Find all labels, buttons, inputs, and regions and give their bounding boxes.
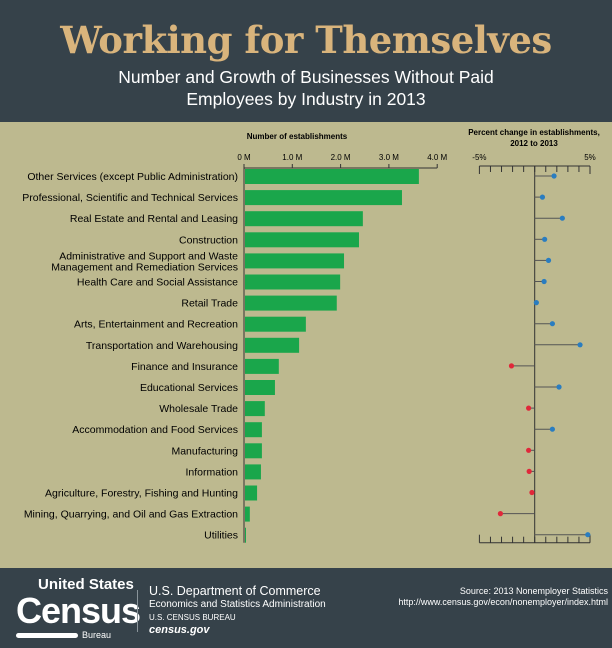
bar (245, 485, 258, 501)
bar (245, 211, 363, 227)
source: Source: 2013 Nonemployer Statistics http… (398, 586, 608, 608)
site-link[interactable]: census.gov (149, 624, 210, 636)
x-tick-label: 1.0 M (282, 153, 302, 162)
admin: Economics and Statistics Administration (149, 599, 326, 610)
category-label: Administrative and Support and Waste (59, 250, 238, 262)
x-tick-label: 0 M (237, 153, 251, 162)
census-logo: Census (16, 590, 141, 631)
bar (245, 443, 262, 459)
pct-dot (508, 363, 515, 369)
bar (245, 274, 341, 290)
bar (245, 358, 279, 374)
bar (245, 190, 402, 206)
pct-dot (526, 447, 532, 453)
category-label: Construction (179, 234, 238, 246)
dot-chart-title-1: Percent change in establishments, (468, 128, 600, 137)
bar (245, 401, 265, 417)
pct-dot (526, 468, 532, 474)
chart-panel: Number of establishments Percent change … (0, 122, 612, 568)
category-label: Management and Remediation Services (51, 261, 238, 273)
pct-dot (549, 426, 555, 432)
pct-dot (541, 278, 547, 285)
bar (245, 422, 262, 438)
pct-tick-label: -5% (472, 153, 486, 162)
page-title: Working for Themselves (60, 18, 552, 62)
subtitle-line-1: Number and Growth of Businesses Without … (118, 67, 494, 87)
category-label: Other Services (except Public Administra… (27, 171, 238, 183)
category-label: Mining, Quarrying, and Oil and Gas Extra… (24, 509, 238, 521)
category-label: Agriculture, Forestry, Fishing and Hunti… (45, 488, 238, 500)
category-label: Health Care and Social Assistance (77, 277, 238, 289)
pct-dot (542, 236, 548, 242)
source-url[interactable]: http://www.census.gov/econ/nonemployer/i… (398, 597, 608, 607)
bar (245, 380, 275, 395)
bar (245, 316, 306, 332)
pct-dot (551, 173, 557, 179)
pct-dot (556, 384, 562, 390)
category-label: Finance and Insurance (131, 361, 238, 373)
category-label: Real Estate and Rental and Leasing (70, 213, 238, 225)
pct-dot (497, 511, 504, 517)
pct-dot (533, 300, 539, 306)
bar (245, 169, 419, 184)
category-label: Accommodation and Food Services (72, 424, 238, 436)
page-subtitle: Number and Growth of Businesses Without … (0, 66, 612, 110)
x-tick-label: 4.0 M (427, 153, 447, 162)
bar (245, 527, 246, 543)
x-tick-label: 2.0 M (331, 153, 351, 162)
category-label: Wholesale Trade (159, 403, 238, 415)
footer: United States Census Bureau U.S. Departm… (0, 568, 612, 648)
pct-dot (526, 405, 532, 411)
dept: U.S. Department of Commerce (149, 584, 321, 598)
bar (245, 337, 300, 353)
pct-dot (585, 532, 591, 538)
divider (137, 590, 138, 632)
x-tick-label: 3.0 M (379, 153, 399, 162)
pct-dot (549, 321, 555, 327)
chart: Number of establishments Percent change … (22, 128, 600, 544)
bar (245, 253, 345, 269)
logo-bar (16, 633, 78, 638)
category-label: Professional, Scientific and Technical S… (22, 192, 238, 204)
pct-dot (529, 489, 535, 496)
dot-chart-title-2: 2012 to 2013 (510, 139, 558, 148)
subtitle-line-2: Employees by Industry in 2013 (186, 89, 426, 109)
bar (245, 464, 261, 480)
category-label: Arts, Entertainment and Recreation (74, 319, 238, 331)
pct-dot (559, 215, 565, 221)
header: Working for Themselves Number and Growth… (0, 0, 612, 122)
pct-dot (577, 342, 583, 348)
category-label: Information (185, 466, 238, 478)
category-label: Manufacturing (171, 445, 238, 457)
bar (245, 295, 337, 311)
logo-top: United States (38, 576, 134, 593)
category-label: Transportation and Warehousing (86, 340, 238, 352)
bar (245, 232, 359, 248)
category-label: Utilities (204, 530, 238, 542)
bar (245, 506, 250, 522)
bar-chart-title: Number of establishments (247, 132, 348, 141)
pct-tick-label: 5% (584, 153, 596, 162)
logo-bottom: Bureau (82, 630, 112, 640)
bureau: U.S. CENSUS BUREAU (149, 613, 236, 622)
category-label: Educational Services (140, 382, 238, 394)
source-text: Source: 2013 Nonemployer Statistics (459, 586, 608, 596)
pct-dot (545, 257, 552, 263)
category-label: Retail Trade (181, 298, 238, 310)
pct-dot (539, 194, 546, 200)
